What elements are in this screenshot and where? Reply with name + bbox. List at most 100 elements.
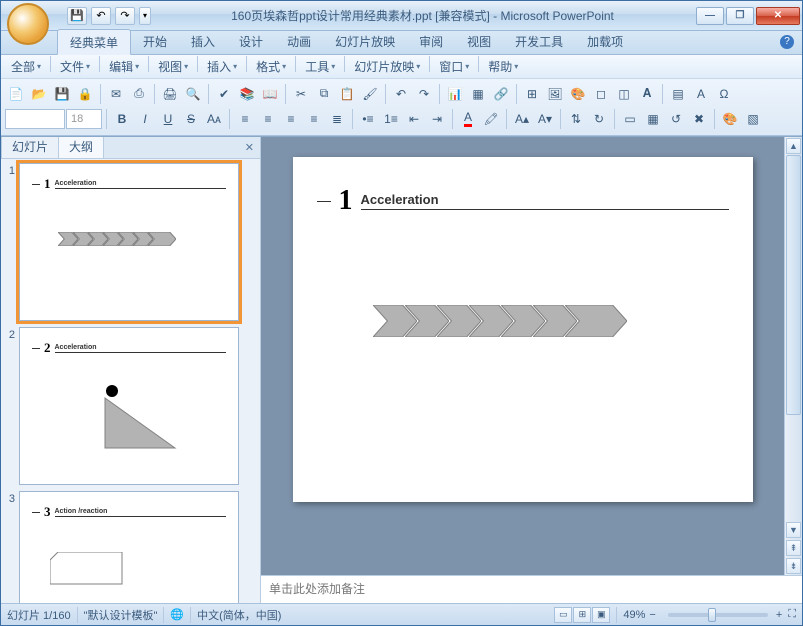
italic-icon[interactable]: I (134, 108, 156, 130)
spellcheck-status-icon[interactable]: 🌐 (170, 608, 184, 621)
justify-icon[interactable]: ≡ (303, 108, 325, 130)
zoom-slider[interactable] (668, 613, 768, 617)
scroll-up-icon[interactable]: ▲ (786, 138, 801, 154)
cut-icon[interactable]: ✂ (290, 83, 312, 105)
menu-8[interactable]: 窗口 ▾ (433, 56, 475, 77)
copy-icon[interactable]: ⧉ (313, 83, 335, 105)
print-icon[interactable]: 🖨 (159, 83, 181, 105)
bullets-icon[interactable]: •≡ (357, 108, 379, 130)
help-icon[interactable]: ? (780, 35, 794, 49)
save-icon[interactable]: 💾 (51, 83, 73, 105)
zoom-in-icon[interactable]: + (776, 609, 782, 621)
save-icon[interactable]: 💾 (67, 7, 87, 25)
picture-icon[interactable]: 🖼 (544, 83, 566, 105)
delete-icon[interactable]: ✖ (688, 108, 710, 130)
ribbon-tab-4[interactable]: 动画 (275, 29, 323, 54)
preview-icon[interactable]: 🔍 (182, 83, 204, 105)
prev-slide-icon[interactable]: ⇞ (786, 540, 801, 556)
spellcheck-icon[interactable]: ✔ (213, 83, 235, 105)
slideshow-view-icon[interactable]: ▣ (592, 607, 610, 623)
align-right-icon[interactable]: ≡ (280, 108, 302, 130)
ribbon-tab-5[interactable]: 幻灯片放映 (323, 29, 407, 54)
highlight-icon[interactable]: 🖍 (480, 108, 502, 130)
quickprint-icon[interactable]: ⎙ (128, 83, 150, 105)
scroll-down-icon[interactable]: ▼ (786, 522, 801, 538)
language-status[interactable]: 中文(简体，中国) (197, 607, 281, 623)
hyperlink-icon[interactable]: 🔗 (490, 83, 512, 105)
panel-close-icon[interactable]: ✕ (245, 141, 254, 154)
paste-icon[interactable]: 📋 (336, 83, 358, 105)
undo-icon[interactable]: ↶ (390, 83, 412, 105)
font-family-select[interactable] (5, 109, 65, 129)
ribbon-tab-8[interactable]: 开发工具 (503, 29, 575, 54)
menu-5[interactable]: 格式 ▾ (250, 56, 292, 77)
align-left-icon[interactable]: ≡ (234, 108, 256, 130)
thumbnail-2[interactable]: 22Acceleration (3, 327, 258, 485)
line-spacing-icon[interactable]: ⇅ (565, 108, 587, 130)
bold-icon[interactable]: B (111, 108, 133, 130)
indent-dec-icon[interactable]: ⇤ (403, 108, 425, 130)
underline-icon[interactable]: U (157, 108, 179, 130)
notes-pane[interactable]: 单击此处添加备注 (261, 575, 802, 603)
normal-view-icon[interactable]: ▭ (554, 607, 572, 623)
zoom-handle[interactable] (708, 608, 716, 622)
qat-dropdown-icon[interactable]: ▾ (139, 7, 151, 25)
research-icon[interactable]: 📚 (236, 83, 258, 105)
scroll-thumb[interactable] (786, 155, 801, 415)
textbox-icon[interactable]: 𝐀 (636, 83, 658, 105)
office-button[interactable] (7, 3, 49, 45)
align-center-icon[interactable]: ≡ (257, 108, 279, 130)
ribbon-tab-7[interactable]: 视图 (455, 29, 503, 54)
maximize-button[interactable]: ❐ (726, 7, 754, 25)
undo-icon[interactable]: ↶ (91, 7, 111, 25)
reset-icon[interactable]: ↺ (665, 108, 687, 130)
tab-slides[interactable]: 幻灯片 (1, 136, 59, 158)
ribbon-tab-2[interactable]: 插入 (179, 29, 227, 54)
layout-icon[interactable]: ▦ (642, 108, 664, 130)
zoom-percent[interactable]: 49% (623, 609, 645, 621)
new-icon[interactable]: 📄 (5, 83, 27, 105)
ribbon-tab-6[interactable]: 审阅 (407, 29, 455, 54)
tables-icon[interactable]: ⊞ (521, 83, 543, 105)
shapes-icon[interactable]: ◻ (590, 83, 612, 105)
increase-font-icon[interactable]: A▴ (511, 108, 533, 130)
numbering-icon[interactable]: 1≡ (380, 108, 402, 130)
menu-4[interactable]: 插入 ▾ (201, 56, 243, 77)
format-painter-icon[interactable]: 🖌 (359, 83, 381, 105)
close-button[interactable]: ✕ (756, 7, 800, 25)
background-icon[interactable]: ▧ (742, 108, 764, 130)
menu-3[interactable]: 视图 ▾ (152, 56, 194, 77)
sorter-view-icon[interactable]: ⊞ (573, 607, 591, 623)
permission-icon[interactable]: 🔒 (74, 83, 96, 105)
minimize-button[interactable]: — (696, 7, 724, 25)
font-size-select[interactable]: 18 (66, 109, 102, 129)
ribbon-tab-1[interactable]: 开始 (131, 29, 179, 54)
symbol-icon[interactable]: Ω (713, 83, 735, 105)
text-direction-icon[interactable]: ↻ (588, 108, 610, 130)
redo-icon[interactable]: ↷ (413, 83, 435, 105)
slide-canvas[interactable]: 1 Acceleration (293, 157, 753, 502)
distributed-icon[interactable]: ≣ (326, 108, 348, 130)
shadow-icon[interactable]: Aᴀ (203, 108, 225, 130)
chart-icon[interactable]: 📊 (444, 83, 466, 105)
zoom-out-icon[interactable]: − (649, 609, 655, 621)
indent-inc-icon[interactable]: ⇥ (426, 108, 448, 130)
ribbon-tab-0[interactable]: 经典菜单 (57, 29, 131, 55)
table-icon[interactable]: ▦ (467, 83, 489, 105)
menu-0[interactable]: 全部 ▾ (5, 56, 47, 77)
header-icon[interactable]: ▤ (667, 83, 689, 105)
redo-icon[interactable]: ↷ (115, 7, 135, 25)
open-icon[interactable]: 📂 (28, 83, 50, 105)
menu-9[interactable]: 帮助 ▾ (482, 56, 524, 77)
font-color-icon[interactable]: A (457, 108, 479, 130)
wordart-icon[interactable]: A (690, 83, 712, 105)
vertical-scrollbar[interactable]: ▲ ▼ ⇞ ⇟ (784, 137, 802, 575)
mail-icon[interactable]: ✉ (105, 83, 127, 105)
clipart-icon[interactable]: 🎨 (567, 83, 589, 105)
smartart-icon[interactable]: ◫ (613, 83, 635, 105)
new-slide-icon[interactable]: ▭ (619, 108, 641, 130)
menu-2[interactable]: 编辑 ▾ (103, 56, 145, 77)
menu-6[interactable]: 工具 ▾ (299, 56, 341, 77)
ribbon-tab-9[interactable]: 加载项 (575, 29, 635, 54)
fit-window-icon[interactable]: ⛶ (788, 608, 796, 621)
